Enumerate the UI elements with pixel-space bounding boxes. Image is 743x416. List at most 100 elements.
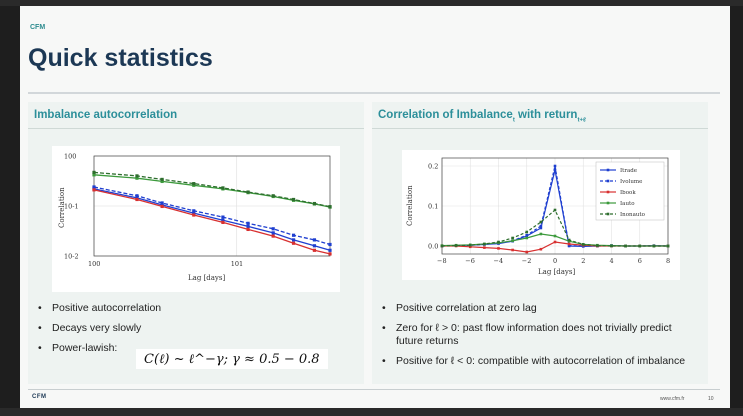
data-point	[291, 197, 296, 202]
data-point	[192, 182, 196, 186]
power-law-formula: C(ℓ) ~ ℓ^−γ; γ ≈ 0.5 − 0.8	[136, 349, 328, 369]
data-point	[246, 224, 250, 229]
page-number: 10	[708, 396, 714, 402]
data-point	[666, 244, 670, 248]
bullet-item: Zero for ℓ > 0: past flow information do…	[378, 322, 700, 348]
data-point	[581, 243, 585, 246]
data-point	[511, 236, 514, 240]
imbalance-return-chart: −8 −6 −4 −2 0 2 4 6 8 0.0 0.1 0.2 Lag [days] Correlat…	[402, 150, 680, 280]
x-tick-label: −8	[437, 257, 447, 265]
data-point	[624, 244, 627, 248]
data-point	[553, 240, 557, 244]
x-axis-label: Lag [days]	[188, 274, 225, 282]
data-point	[291, 241, 296, 245]
data-point	[135, 176, 139, 180]
x-tick-label: 6	[638, 257, 642, 265]
data-point	[192, 209, 196, 213]
data-point	[221, 186, 225, 190]
data-point	[525, 250, 529, 254]
data-point	[160, 201, 164, 205]
data-point	[567, 244, 571, 247]
data-point	[638, 244, 642, 248]
panel-imbalance-autocorrelation: Imbalance autocorrelation 100 101 100 10-1 1…	[28, 102, 364, 384]
data-point	[553, 234, 557, 238]
data-point	[192, 211, 196, 215]
data-point	[271, 231, 275, 235]
panel-title: Imbalance autocorrelation	[34, 109, 178, 121]
data-point	[92, 185, 96, 189]
footer-divider	[28, 389, 720, 390]
legend-marker	[606, 190, 610, 194]
bullet-item: Positive autocorrelation	[34, 302, 356, 315]
data-point	[525, 233, 529, 237]
data-point	[553, 168, 557, 172]
data-point	[271, 194, 275, 198]
panel-title: Correlation of Imbalancet with returnt+ℓ	[378, 109, 586, 123]
autocorrelation-chart: 100 101 100 10-1 10-2 Lag [days] Correlation	[52, 146, 340, 292]
data-point	[539, 226, 543, 230]
y-axis-label: Correlation	[58, 187, 66, 228]
bullet-list: Positive correlation at zero lag Zero fo…	[378, 302, 700, 375]
data-point	[539, 224, 543, 228]
bullet-item: Positive correlation at zero lag	[378, 302, 700, 315]
data-point	[539, 232, 543, 236]
data-point	[525, 236, 529, 240]
legend-label: Itrade	[620, 168, 637, 174]
x-tick-label: 2	[581, 257, 585, 265]
data-point	[246, 227, 250, 232]
data-point	[246, 221, 250, 225]
x-tick-label: −4	[494, 257, 504, 265]
data-point	[440, 244, 444, 248]
y-tick-label: 10-2	[64, 253, 79, 261]
legend-label: Inonauto	[620, 212, 646, 218]
data-point	[271, 234, 275, 238]
data-point	[271, 227, 275, 231]
footer-url: www.cfm.fr	[660, 396, 685, 402]
data-point	[610, 244, 613, 248]
data-point	[291, 238, 296, 242]
legend-label: Iauto	[620, 201, 635, 207]
data-point	[553, 208, 557, 212]
data-point	[328, 242, 332, 247]
legend-marker	[606, 201, 610, 205]
data-point	[192, 213, 196, 217]
x-tick-label: 4	[610, 257, 614, 265]
x-tick-label: 8	[666, 257, 670, 265]
y-tick-label: 10-1	[64, 203, 79, 211]
data-point	[221, 215, 225, 219]
plot-frame	[441, 157, 669, 255]
data-point	[160, 204, 164, 209]
window-bottom-bar	[0, 408, 743, 416]
bullet-item: Power-lawish:	[34, 342, 356, 355]
data-point	[92, 173, 96, 177]
series-line	[93, 188, 331, 251]
panel-header: Imbalance autocorrelation	[28, 102, 364, 129]
panel-title-mid: with return	[514, 109, 578, 121]
data-point	[497, 247, 500, 250]
legend-marker	[606, 179, 610, 183]
brand-label: CFM	[30, 24, 46, 31]
data-point	[160, 179, 164, 184]
x-tick-label: −6	[465, 257, 475, 265]
data-point	[92, 188, 96, 192]
data-point	[291, 233, 296, 237]
data-point	[539, 220, 543, 224]
legend-label: Ibook	[620, 190, 636, 196]
data-point	[312, 248, 317, 252]
data-point	[539, 247, 543, 251]
legend-marker	[606, 212, 610, 216]
bullet-item: Positive for ℓ < 0: compatible with auto…	[378, 355, 700, 368]
data-point	[553, 164, 557, 168]
data-point	[483, 242, 486, 246]
data-point	[135, 174, 139, 178]
bullet-list: Positive autocorrelation Decays very slo…	[34, 302, 356, 362]
series-line	[93, 189, 331, 255]
data-point	[596, 244, 599, 247]
data-point	[454, 244, 458, 247]
title-divider	[28, 92, 720, 94]
data-point	[135, 194, 139, 198]
data-point	[497, 240, 500, 244]
window-top-bar	[0, 0, 743, 6]
y-tick-label: 0.0	[428, 243, 438, 251]
legend-label: Ivolume	[620, 179, 642, 185]
